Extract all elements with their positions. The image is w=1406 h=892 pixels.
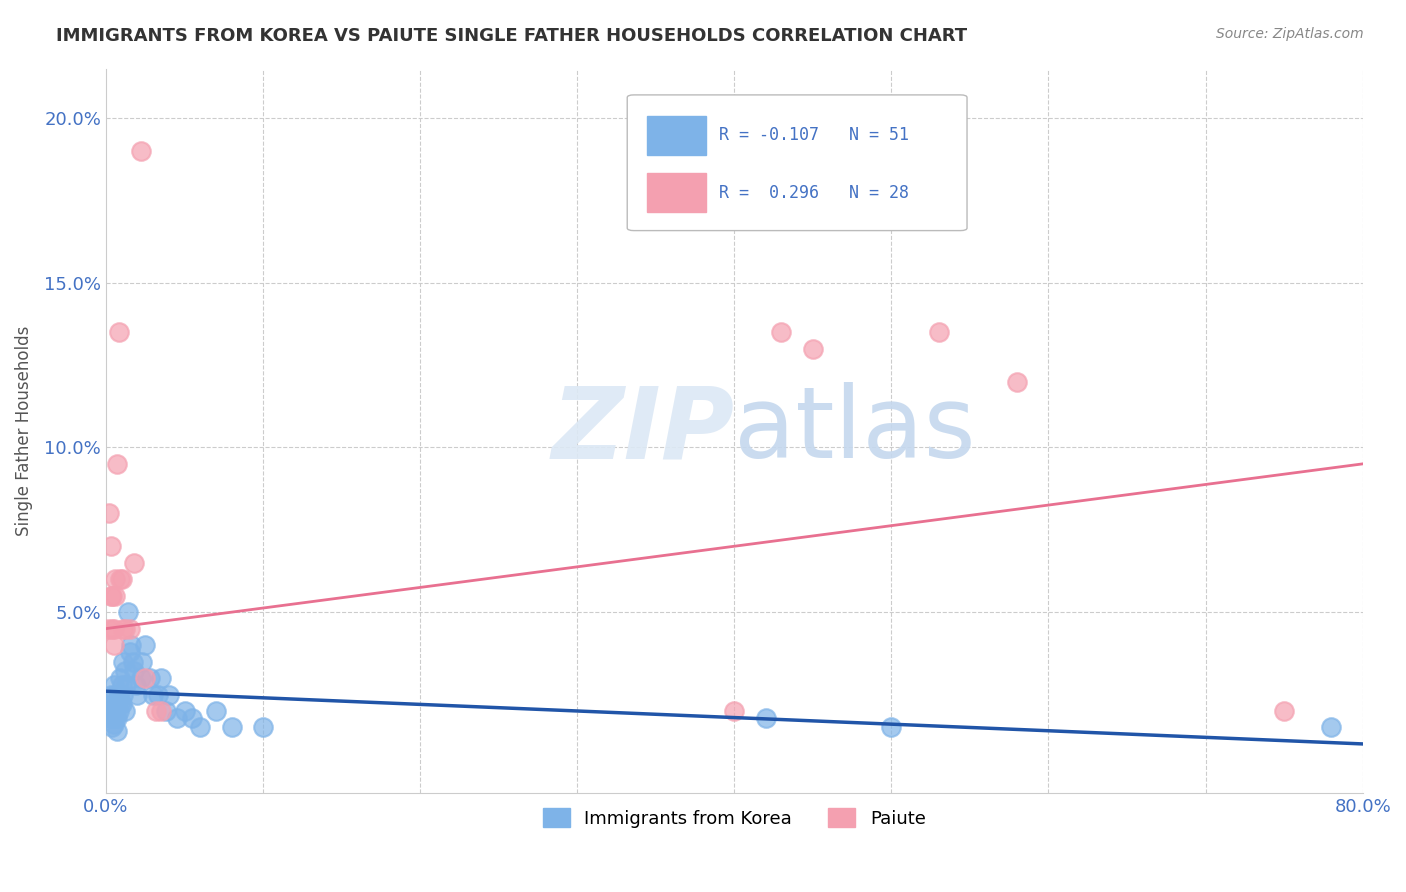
Point bbox=[118, 622, 141, 636]
Point bbox=[112, 688, 135, 702]
Point bbox=[770, 325, 793, 339]
Point bbox=[880, 721, 903, 735]
Point bbox=[173, 704, 195, 718]
Point bbox=[100, 539, 122, 553]
Point bbox=[801, 342, 824, 356]
Point bbox=[114, 622, 136, 636]
Point bbox=[127, 688, 149, 702]
Point bbox=[112, 655, 135, 669]
Point bbox=[101, 622, 124, 636]
Point bbox=[111, 698, 134, 712]
Legend: Immigrants from Korea, Paiute: Immigrants from Korea, Paiute bbox=[536, 801, 934, 835]
Point bbox=[115, 678, 138, 692]
Point bbox=[122, 665, 145, 679]
Point bbox=[112, 622, 135, 636]
Point bbox=[145, 704, 167, 718]
Point bbox=[96, 622, 118, 636]
Point bbox=[105, 698, 128, 712]
Point bbox=[120, 638, 142, 652]
Point bbox=[105, 710, 128, 724]
Point bbox=[129, 671, 152, 685]
Point bbox=[101, 698, 124, 712]
Text: atlas: atlas bbox=[734, 383, 976, 479]
Point bbox=[134, 671, 156, 685]
Point bbox=[134, 638, 156, 652]
Point bbox=[104, 572, 127, 586]
Point bbox=[139, 671, 162, 685]
Point bbox=[122, 556, 145, 570]
Point bbox=[101, 589, 124, 603]
Point bbox=[205, 704, 228, 718]
Point bbox=[131, 655, 153, 669]
Point bbox=[252, 721, 274, 735]
Point bbox=[107, 704, 129, 718]
Point bbox=[927, 325, 949, 339]
Point bbox=[1272, 704, 1295, 718]
Point bbox=[149, 704, 172, 718]
Point bbox=[114, 704, 136, 718]
Point bbox=[118, 645, 141, 659]
Point bbox=[98, 704, 121, 718]
Point bbox=[755, 710, 778, 724]
Point bbox=[1005, 375, 1028, 389]
Point bbox=[98, 506, 121, 520]
Point bbox=[723, 704, 745, 718]
Point bbox=[108, 572, 131, 586]
Point bbox=[103, 638, 125, 652]
Point bbox=[100, 710, 122, 724]
Point bbox=[101, 721, 124, 735]
Text: Source: ZipAtlas.com: Source: ZipAtlas.com bbox=[1216, 27, 1364, 41]
Point bbox=[142, 688, 165, 702]
Point bbox=[100, 589, 122, 603]
Point bbox=[104, 688, 127, 702]
Point bbox=[104, 704, 127, 718]
Point bbox=[129, 144, 152, 158]
Point bbox=[188, 721, 211, 735]
Text: ZIP: ZIP bbox=[551, 383, 734, 479]
Point bbox=[166, 710, 188, 724]
Point bbox=[221, 721, 243, 735]
Point bbox=[103, 704, 125, 718]
Point bbox=[105, 457, 128, 471]
Point bbox=[1320, 721, 1343, 735]
Point bbox=[146, 688, 169, 702]
Point bbox=[181, 710, 204, 724]
Point bbox=[105, 723, 128, 738]
Point bbox=[149, 671, 172, 685]
Point bbox=[103, 717, 125, 731]
Point bbox=[117, 605, 139, 619]
Point bbox=[157, 688, 180, 702]
Point bbox=[107, 325, 129, 339]
Point bbox=[108, 698, 131, 712]
Point bbox=[108, 671, 131, 685]
Text: IMMIGRANTS FROM KOREA VS PAIUTE SINGLE FATHER HOUSEHOLDS CORRELATION CHART: IMMIGRANTS FROM KOREA VS PAIUTE SINGLE F… bbox=[56, 27, 967, 45]
Point bbox=[111, 678, 134, 692]
Point bbox=[107, 688, 129, 702]
Point bbox=[121, 655, 143, 669]
Y-axis label: Single Father Households: Single Father Households bbox=[15, 326, 32, 536]
Point bbox=[111, 572, 134, 586]
Point bbox=[114, 665, 136, 679]
Point bbox=[103, 622, 125, 636]
Point bbox=[155, 704, 177, 718]
Point bbox=[104, 710, 127, 724]
Point bbox=[104, 589, 127, 603]
Point bbox=[103, 678, 125, 692]
Point bbox=[100, 688, 122, 702]
Point bbox=[125, 678, 148, 692]
